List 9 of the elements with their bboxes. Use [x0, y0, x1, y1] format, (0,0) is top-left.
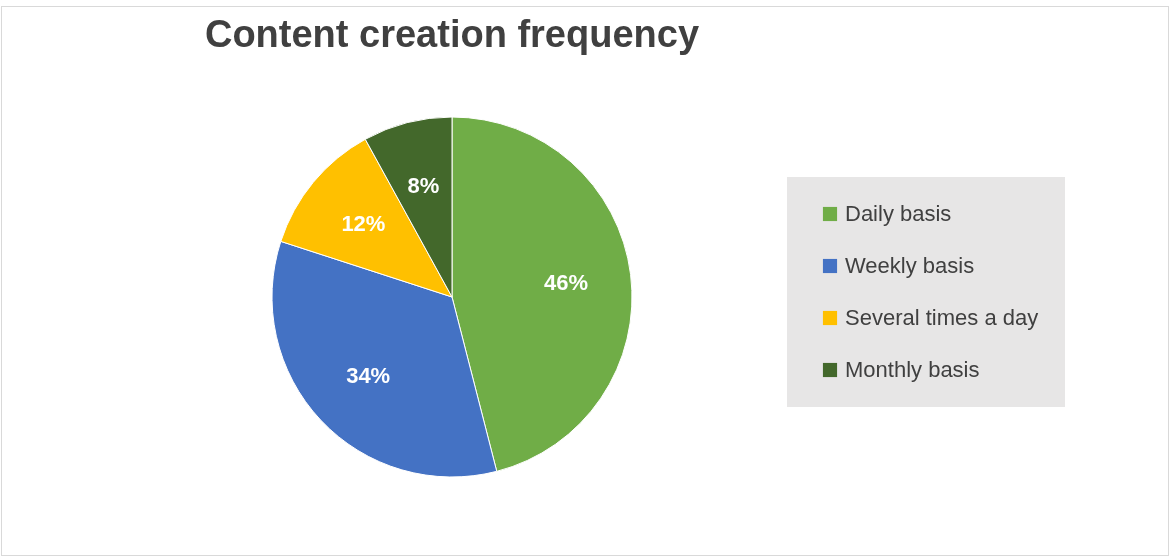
chart-title: Content creation frequency: [204, 13, 700, 55]
data-label: 8%: [407, 172, 440, 198]
legend-label: Several times a day: [845, 305, 1039, 330]
legend-label: Weekly basis: [845, 253, 975, 278]
data-label: 12%: [341, 210, 386, 236]
data-label: 46%: [544, 269, 589, 295]
data-label: 34%: [346, 362, 391, 388]
legend-label: Monthly basis: [845, 357, 980, 382]
legend-label: Daily basis: [845, 201, 952, 226]
